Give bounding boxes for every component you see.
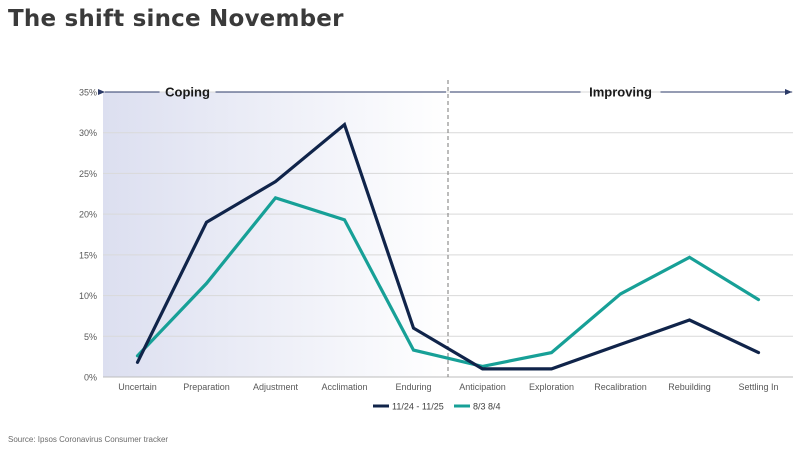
y-tick-label: 15% [79,250,97,260]
y-tick-label: 20% [79,210,97,220]
legend-label: 11/24 - 11/25 [392,402,444,412]
x-tick-label: Enduring [395,382,431,392]
y-tick-label: 30% [79,128,97,138]
y-tick-label: 25% [79,169,97,179]
y-tick-label: 5% [84,332,97,342]
page-title: The shift since November [8,6,344,32]
x-tick-label: Acclimation [321,382,367,392]
y-tick-label: 10% [79,291,97,301]
y-tick-label: 35% [79,88,97,98]
x-tick-label: Exploration [529,382,574,392]
region-label-coping: Coping [165,85,210,100]
coping-region [103,92,448,377]
x-tick-label: Uncertain [118,382,157,392]
series-line [135,196,761,369]
x-tick-label: Adjustment [253,382,299,392]
series-line [135,121,761,371]
x-tick-label: Settling In [738,382,778,392]
x-tick-label: Preparation [183,382,230,392]
source-note: Source: Ipsos Coronavirus Consumer track… [8,435,169,444]
region-label-improving: Improving [589,85,652,100]
y-tick-label: 0% [84,373,97,383]
x-tick-label: Rebuilding [668,382,711,392]
legend-label: 8/3 8/4 [473,402,501,412]
x-tick-label: Recalibration [594,382,647,392]
x-tick-label: Anticipation [459,382,506,392]
